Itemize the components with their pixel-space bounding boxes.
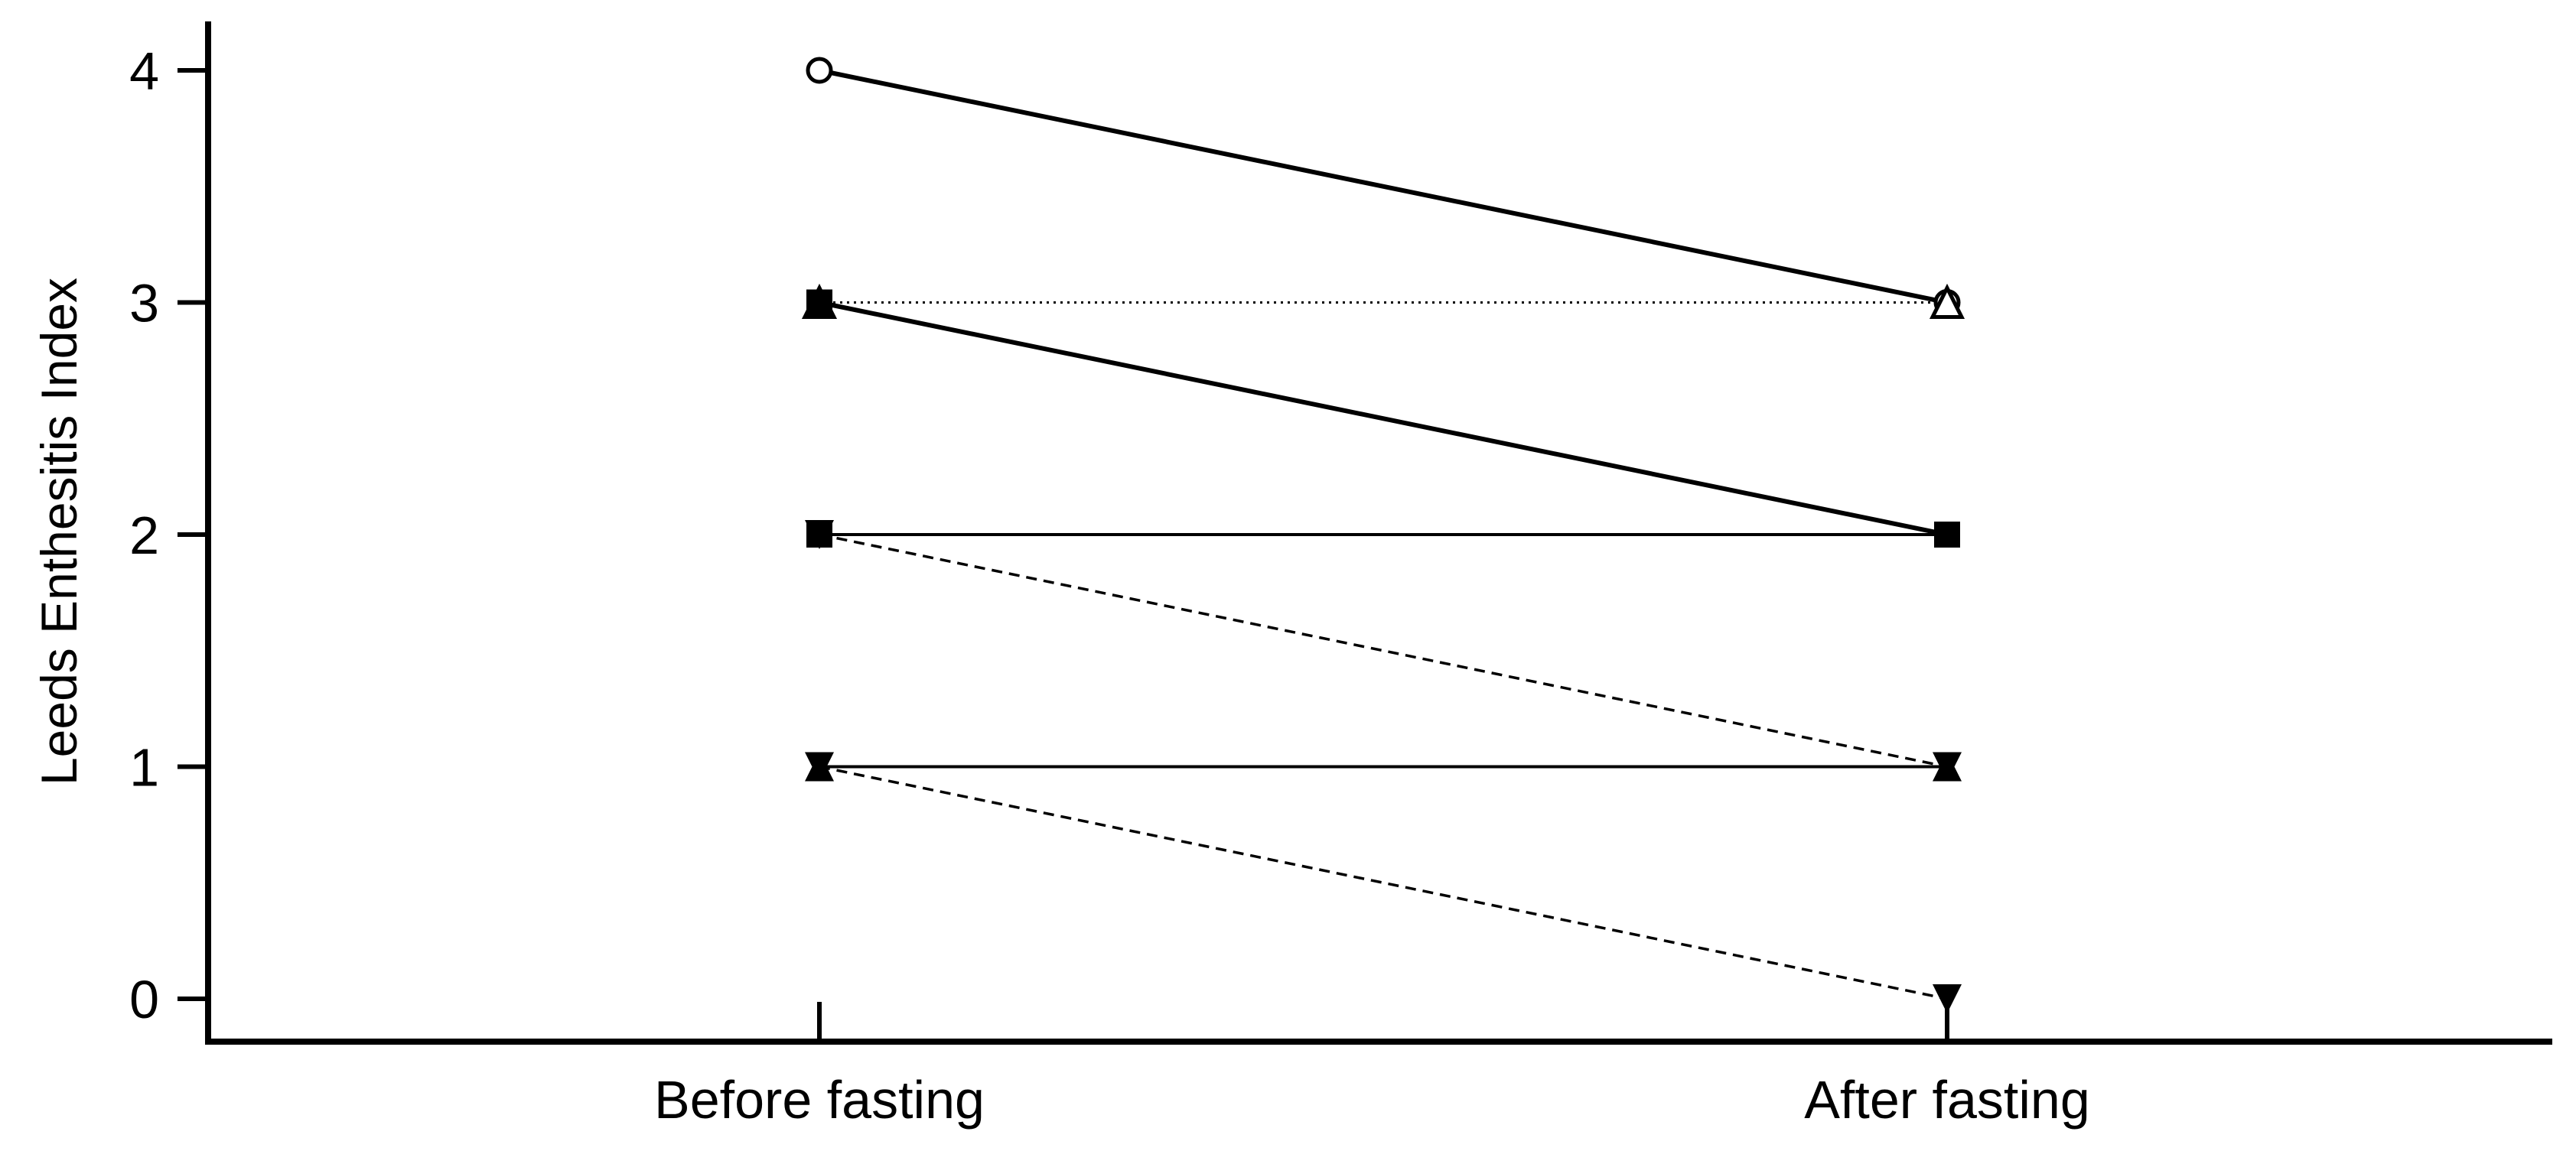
- y-tick-label-2: 2: [129, 506, 159, 565]
- x-tick-label-before: Before fasting: [654, 1070, 985, 1130]
- x-tick-label-after: After fasting: [1804, 1070, 2090, 1130]
- series-line-7: [819, 765, 1948, 1000]
- series-7-point-before: [805, 752, 834, 782]
- series-line-3: [819, 300, 1948, 537]
- series-lines: [819, 68, 1948, 1000]
- y-axis-title: Leeds Enthesitis Index: [31, 278, 87, 785]
- series-1-point-before: [806, 57, 833, 84]
- series-2-point-after: [1929, 283, 1965, 319]
- series-line-5: [819, 533, 1948, 769]
- series-6-point-after: [1933, 752, 1962, 782]
- y-tick-label-3: 3: [129, 274, 159, 333]
- series-4-point-after: [1934, 522, 1960, 548]
- y-tick-label-0: 0: [129, 970, 159, 1029]
- y-tick-label-1: 1: [129, 738, 159, 798]
- series-markers: [801, 57, 1965, 1042]
- y-ticks: 0 1 2 3 4: [129, 41, 208, 1029]
- series-5-point-before: [805, 520, 834, 549]
- series-line-1: [819, 68, 1948, 305]
- y-tick-label-4: 4: [129, 41, 159, 101]
- series-3-point-before: [806, 289, 832, 316]
